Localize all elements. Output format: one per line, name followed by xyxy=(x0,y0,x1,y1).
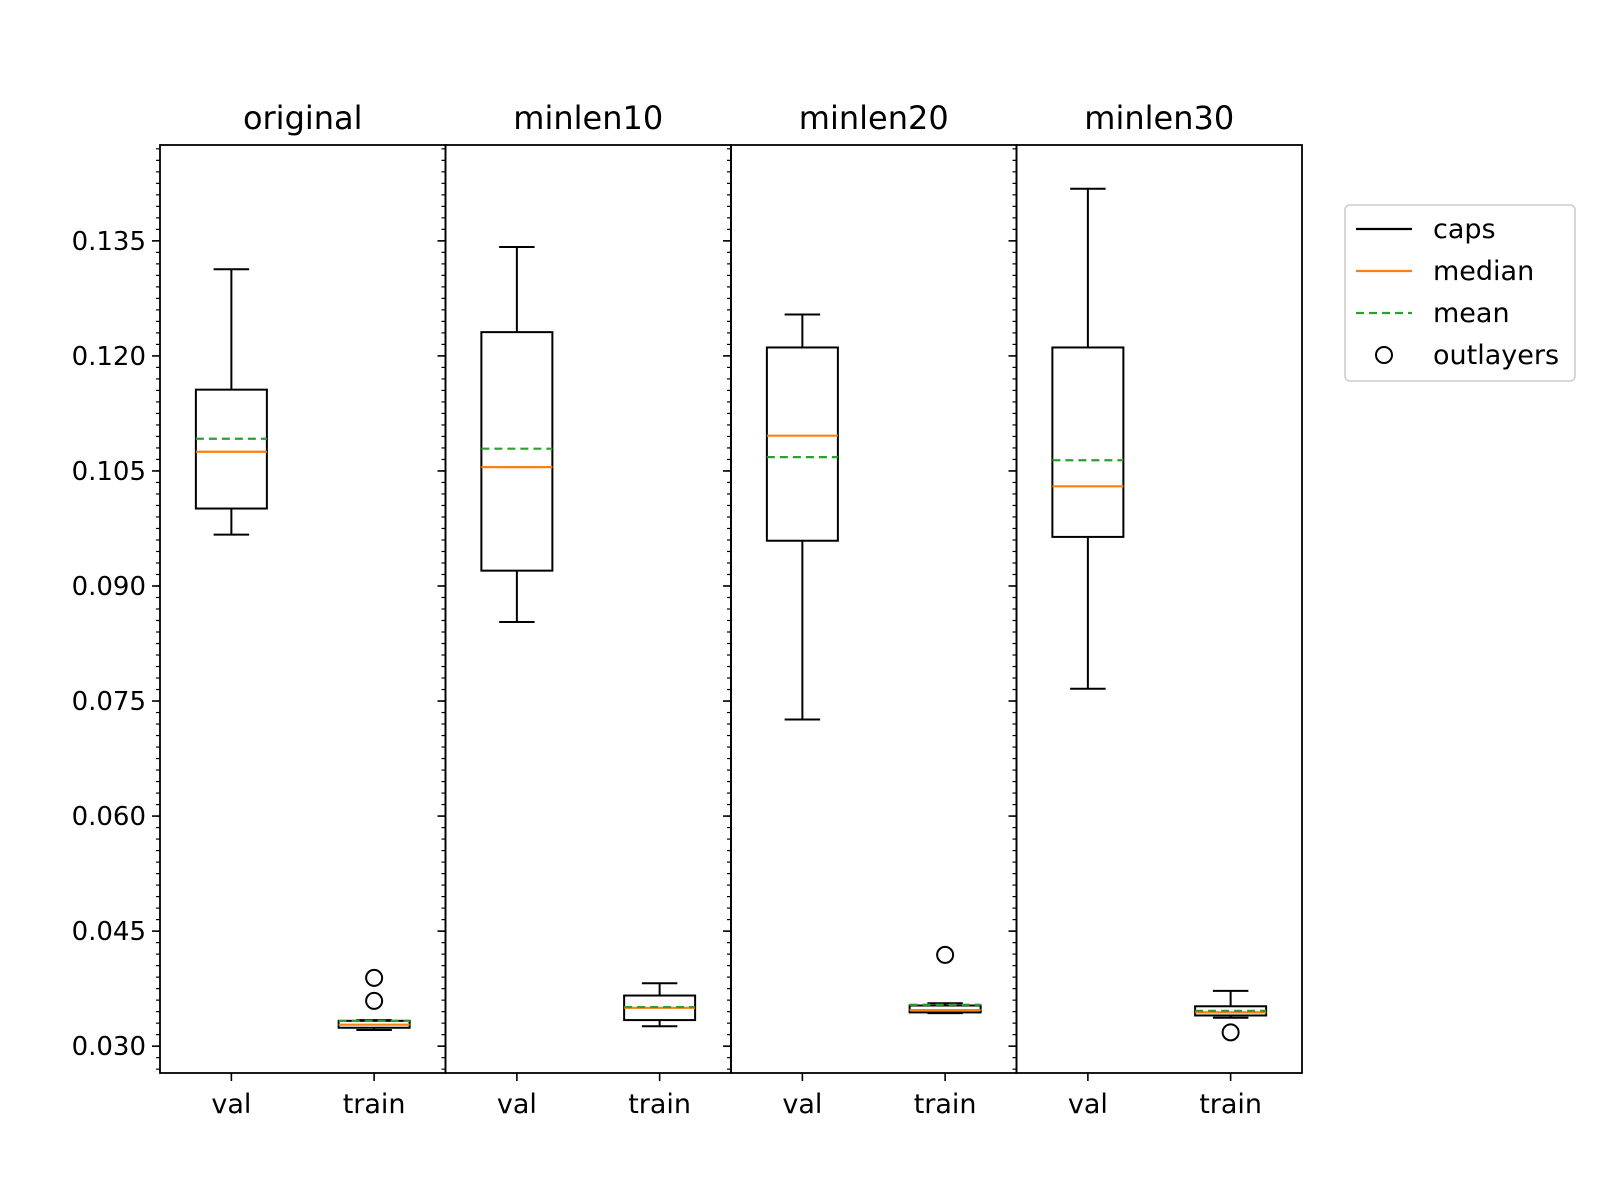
x-tick-label: val xyxy=(211,1089,251,1120)
legend: caps median mean outlayers xyxy=(1344,204,1576,382)
box-iqr xyxy=(1051,346,1125,538)
panel-original: original val train xyxy=(159,99,447,1120)
legend-item-caps: caps xyxy=(1356,214,1496,245)
panel-frame xyxy=(159,144,447,1074)
legend-label: outlayers xyxy=(1433,340,1559,371)
box-iqr xyxy=(194,388,268,510)
box-train: train xyxy=(1194,989,1268,1120)
box-val: val xyxy=(480,246,554,1120)
x-tick-label: train xyxy=(628,1089,691,1120)
y-tick-label: 0.105 xyxy=(72,457,146,487)
y-tick-label: 0.030 xyxy=(72,1032,146,1062)
panel-minlen30: minlen30 val train xyxy=(1015,99,1303,1120)
legend-item-outlayers: outlayers xyxy=(1375,340,1559,371)
x-tick-label: train xyxy=(914,1089,977,1120)
box-val: val xyxy=(1051,187,1125,1120)
y-tick-label: 0.090 xyxy=(72,572,146,602)
x-tick-label: train xyxy=(343,1089,406,1120)
box-val: val xyxy=(765,313,839,1120)
outlier-point xyxy=(1221,1023,1240,1042)
legend-label: mean xyxy=(1433,298,1510,329)
panel-title: minlen10 xyxy=(513,99,663,137)
box-iqr xyxy=(908,1004,982,1014)
x-tick-label: val xyxy=(782,1089,822,1120)
y-tick-label: 0.045 xyxy=(72,917,146,947)
legend-label: median xyxy=(1433,256,1534,287)
x-tick-label: val xyxy=(1068,1089,1108,1120)
panel-minlen20: minlen20 val train xyxy=(730,99,1018,1120)
box-val: val xyxy=(194,268,268,1120)
panel-title: minlen30 xyxy=(1084,99,1234,137)
legend-item-median: median xyxy=(1356,256,1534,287)
box-iqr xyxy=(480,331,554,572)
legend-label: caps xyxy=(1433,214,1496,245)
outlier-point xyxy=(365,991,384,1010)
panel-title: original xyxy=(243,99,363,137)
x-tick-label: val xyxy=(497,1089,537,1120)
y-tick-label: 0.120 xyxy=(72,342,146,372)
panel-frame xyxy=(1015,144,1303,1074)
legend-frame xyxy=(1344,204,1576,382)
y-tick-label: 0.060 xyxy=(72,802,146,832)
outlier-point xyxy=(936,945,955,964)
box-iqr xyxy=(765,346,839,542)
box-iqr xyxy=(1194,1005,1268,1017)
outlier-point xyxy=(365,968,384,987)
panel-frame xyxy=(730,144,1018,1074)
y-tick-label: 0.075 xyxy=(72,687,146,717)
panel-title: minlen20 xyxy=(799,99,949,137)
x-tick-label: train xyxy=(1199,1089,1262,1120)
box-train: train xyxy=(337,968,411,1120)
panel-minlen10: minlen10 val train xyxy=(444,99,732,1120)
box-train: train xyxy=(908,945,982,1120)
box-train: train xyxy=(623,982,697,1120)
legend-item-mean: mean xyxy=(1356,298,1510,329)
y-tick-label: 0.135 xyxy=(72,227,146,257)
legend-marker xyxy=(1375,346,1393,364)
panel-frame xyxy=(444,144,732,1074)
